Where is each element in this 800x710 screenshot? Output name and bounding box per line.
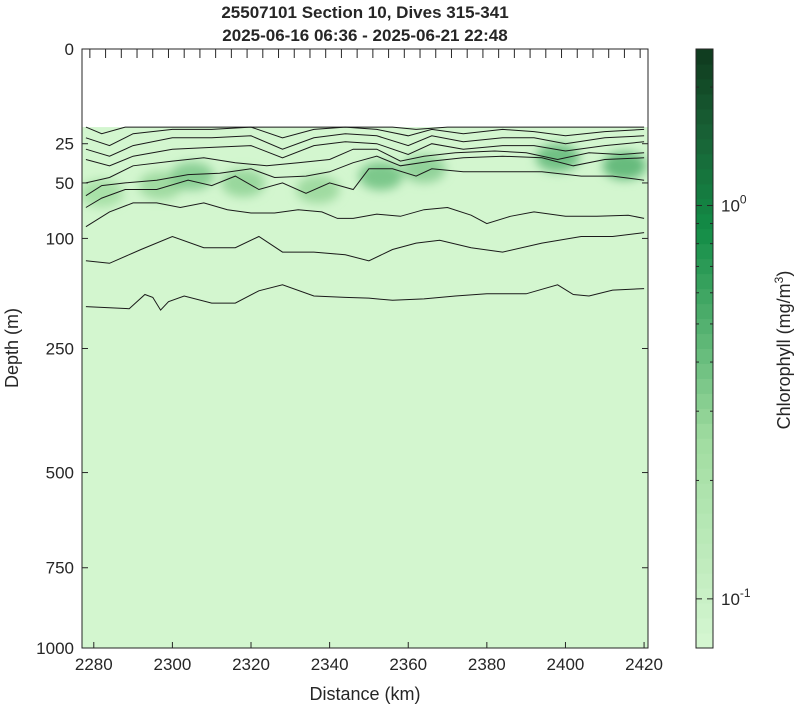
chlorophyll-blob: [82, 179, 124, 208]
x-tick-label: 2420: [625, 655, 663, 674]
contour-line: [85, 126, 645, 135]
contour-line: [85, 284, 645, 311]
colorbar-band: [696, 138, 713, 155]
chart-title: 25507101 Section 10, Dives 315-341: [221, 3, 508, 22]
colorbar-band: [696, 618, 713, 634]
y-tick-label: 50: [55, 174, 74, 193]
y-tick-label: 750: [46, 559, 74, 578]
contour-line: [85, 126, 645, 147]
colorbar-band: [696, 288, 713, 305]
chlorophyll-blob: [401, 154, 446, 183]
colorbar-band: [696, 198, 713, 215]
chlorophyll-blob: [170, 162, 215, 191]
contour-line: [85, 141, 645, 167]
colorbar-band: [696, 168, 713, 185]
colorbar-band: [696, 603, 713, 619]
colorbar-band: [696, 348, 713, 364]
colorbar-band: [696, 633, 713, 649]
colorbar-band: [696, 273, 713, 290]
colorbar-band: [696, 498, 713, 514]
x-tick-label: 2300: [153, 655, 191, 674]
colorbar-band: [696, 513, 713, 529]
y-tick-label: 0: [65, 40, 74, 59]
colorbar-band: [696, 453, 713, 469]
chlorophyll-blob: [358, 162, 403, 191]
colorbar-band: [696, 468, 713, 484]
colorbar-band: [696, 63, 713, 80]
colorbar-band: [696, 483, 713, 499]
colorbar-band: [696, 303, 713, 320]
colorbar-bands: [696, 49, 713, 649]
colorbar-tick-exponent: -1: [740, 586, 751, 600]
colorbar-label-text: Chlorophyll (mg/m: [774, 283, 794, 429]
chlorophyll-blob: [221, 168, 266, 197]
colorbar-band: [696, 558, 713, 574]
colorbar-band: [696, 123, 713, 140]
y-axis-label: Depth (m): [2, 308, 22, 388]
x-axis: 2280 2300 2320 2340 2360 2380 2400 2420: [75, 642, 663, 674]
chlorophyll-blob: [295, 175, 340, 204]
colorbar-band: [696, 93, 713, 110]
colorbar-band: [696, 378, 713, 394]
chlorophyll-blob: [602, 151, 647, 180]
colorbar-tick-base: 10: [721, 197, 740, 216]
colorbar-band: [696, 393, 713, 409]
y-axis: 0 25 50 100 250 500 750 1000: [36, 40, 648, 658]
x-tick-label: 2380: [468, 655, 506, 674]
y-tick-label: 500: [46, 464, 74, 483]
plot-area: 2280 2300 2320 2340 2360 2380 2400 2420 0 25 50 10…: [36, 40, 663, 674]
colorbar-band: [696, 438, 713, 454]
colorbar-tick-base: 10: [721, 590, 740, 609]
x-tick-label: 2360: [389, 655, 427, 674]
x-tick-label: 2320: [232, 655, 270, 674]
colorbar-band: [696, 333, 713, 349]
colorbar-band: [696, 363, 713, 379]
colorbar-band: [696, 108, 713, 125]
colorbar-band: [696, 573, 713, 589]
colorbar-band: [696, 528, 713, 544]
colorbar-band: [696, 243, 713, 260]
colorbar-label-sup: 3: [772, 276, 786, 283]
chart-subtitle: 2025-06-16 06:36 - 2025-06-21 22:48: [222, 26, 507, 45]
contour-lines: [85, 126, 645, 311]
y-tick-label: 1000: [36, 639, 74, 658]
colorbar-band: [696, 153, 713, 170]
x-tick-label: 2400: [547, 655, 585, 674]
contour-line: [85, 232, 645, 264]
dive-markers: [89, 49, 641, 58]
colorbar-tick-label: 100: [721, 193, 747, 216]
colorbar-label: Chlorophyll (mg/m3): [772, 271, 794, 430]
contour-line: [85, 148, 645, 184]
colorbar-band: [696, 78, 713, 95]
x-tick-label: 2340: [311, 655, 349, 674]
colorbar-tick-exponent: 0: [740, 193, 747, 207]
y-tick-label: 100: [46, 229, 74, 248]
chlorophyll-maxima: [82, 143, 647, 208]
colorbar-band: [696, 318, 713, 335]
colorbar-band: [696, 213, 713, 230]
colorbar-band: [696, 408, 713, 424]
y-tick-label: 250: [46, 340, 74, 359]
contour-line: [85, 155, 645, 197]
contour-line: [85, 202, 645, 228]
colorbar-band: [696, 183, 713, 200]
y-tick-label: 25: [55, 135, 74, 154]
x-axis-label: Distance (km): [309, 684, 420, 704]
colorbar-band: [696, 228, 713, 245]
colorbar-band: [696, 423, 713, 439]
colorbar-band: [696, 588, 713, 604]
colorbar-frame: [695, 48, 714, 649]
colorbar-band: [696, 49, 713, 65]
contour-line: [85, 168, 645, 208]
x-tick-label: 2280: [75, 655, 113, 674]
chlorophyll-field: [82, 127, 648, 649]
colorbar-band: [696, 543, 713, 559]
colorbar-label-close: ): [774, 271, 794, 277]
colorbar-tick-label: 10-1: [721, 586, 751, 609]
colorbar-band: [696, 258, 713, 275]
contour-line: [85, 133, 645, 157]
